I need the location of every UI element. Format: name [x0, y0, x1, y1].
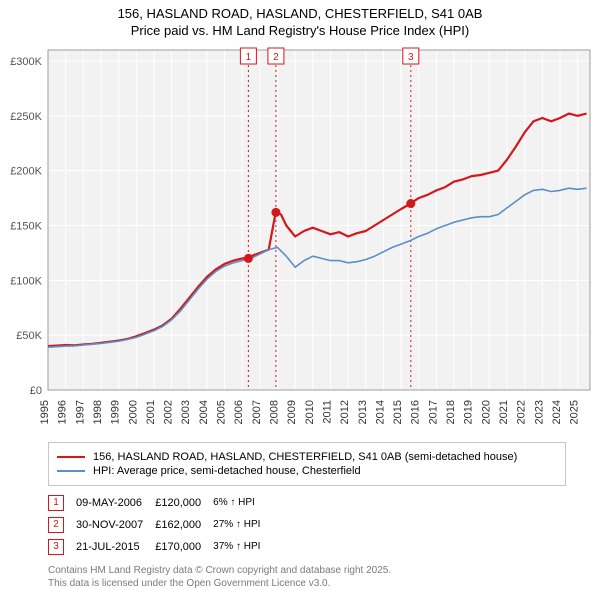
svg-text:2021: 2021	[498, 400, 510, 424]
marker-price: £162,000	[155, 514, 213, 536]
svg-text:1996: 1996	[57, 400, 69, 424]
marker-table: 1 09-MAY-2006£120,0006% ↑ HPI 2 30-NOV-2007…	[48, 492, 272, 558]
svg-text:2019: 2019	[463, 400, 475, 424]
svg-text:2020: 2020	[480, 400, 492, 424]
marker-pct: 6% ↑ HPI	[213, 492, 272, 514]
marker-pct: 37% ↑ HPI	[213, 536, 272, 558]
svg-text:2014: 2014	[374, 400, 386, 424]
svg-text:£150K: £150K	[10, 220, 42, 232]
svg-text:£200K: £200K	[10, 165, 42, 177]
svg-text:£100K: £100K	[10, 275, 42, 287]
svg-text:2007: 2007	[251, 400, 263, 424]
svg-text:2000: 2000	[127, 400, 139, 424]
chart-area: £0 £50K £100K £150K £200K £250K £300K 1995 1996 1…	[0, 40, 600, 440]
svg-text:£250K: £250K	[10, 111, 42, 123]
legend-row: 156, HASLAND ROAD, HASLAND, CHESTERFIELD…	[57, 451, 557, 463]
marker-badge: 2	[48, 517, 64, 533]
svg-text:2002: 2002	[163, 400, 175, 424]
legend-label: 156, HASLAND ROAD, HASLAND, CHESTERFIELD…	[93, 451, 517, 463]
legend-row: HPI: Average price, semi-detached house,…	[57, 465, 557, 477]
marker-date: 30-NOV-2007	[76, 514, 155, 536]
legend-swatch	[57, 470, 85, 472]
svg-text:2006: 2006	[233, 400, 245, 424]
svg-text:2001: 2001	[145, 400, 157, 424]
svg-text:2016: 2016	[410, 400, 422, 424]
marker-price: £170,000	[155, 536, 213, 558]
svg-text:2004: 2004	[198, 400, 210, 424]
marker-price: £120,000	[155, 492, 213, 514]
svg-text:1995: 1995	[39, 400, 51, 424]
svg-text:2025: 2025	[569, 400, 581, 424]
footnote-line1: Contains HM Land Registry data © Crown c…	[48, 564, 566, 577]
title-line2: Price paid vs. HM Land Registry's House …	[0, 23, 600, 40]
footnote: Contains HM Land Registry data © Crown c…	[48, 564, 566, 590]
marker-badge: 3	[48, 539, 64, 555]
svg-text:2010: 2010	[304, 400, 316, 424]
chart-svg: £0 £50K £100K £150K £200K £250K £300K 1995 1996 1…	[0, 40, 600, 440]
svg-text:1998: 1998	[92, 400, 104, 424]
marker-pct: 27% ↑ HPI	[213, 514, 272, 536]
marker-date: 09-MAY-2006	[76, 492, 155, 514]
svg-text:2008: 2008	[269, 400, 281, 424]
marker-row: 1 09-MAY-2006£120,0006% ↑ HPI	[48, 492, 272, 514]
svg-text:2023: 2023	[533, 400, 545, 424]
svg-text:£50K: £50K	[16, 330, 42, 342]
marker-row: 3 21-JUL-2015£170,00037% ↑ HPI	[48, 536, 272, 558]
marker-row: 2 30-NOV-2007£162,00027% ↑ HPI	[48, 514, 272, 536]
legend: 156, HASLAND ROAD, HASLAND, CHESTERFIELD…	[48, 442, 566, 486]
svg-text:2015: 2015	[392, 400, 404, 424]
svg-text:1999: 1999	[110, 400, 122, 424]
svg-text:2024: 2024	[551, 400, 563, 424]
svg-text:1997: 1997	[74, 400, 86, 424]
svg-text:2003: 2003	[180, 400, 192, 424]
svg-text:3: 3	[408, 52, 414, 63]
svg-text:2017: 2017	[427, 400, 439, 424]
legend-swatch	[57, 456, 85, 458]
svg-text:£300K: £300K	[10, 56, 42, 68]
svg-text:2: 2	[273, 52, 279, 63]
title-line1: 156, HASLAND ROAD, HASLAND, CHESTERFIELD…	[0, 6, 600, 23]
svg-text:2005: 2005	[216, 400, 228, 424]
svg-text:2011: 2011	[321, 400, 333, 424]
marker-badge: 1	[48, 495, 64, 511]
legend-label: HPI: Average price, semi-detached house,…	[93, 465, 361, 477]
footnote-line2: This data is licensed under the Open Gov…	[48, 577, 566, 590]
svg-text:2018: 2018	[445, 400, 457, 424]
chart-title: 156, HASLAND ROAD, HASLAND, CHESTERFIELD…	[0, 0, 600, 40]
svg-text:£0: £0	[30, 385, 42, 397]
svg-text:2009: 2009	[286, 400, 298, 424]
svg-text:2022: 2022	[516, 400, 528, 424]
svg-text:2012: 2012	[339, 400, 351, 424]
svg-text:2013: 2013	[357, 400, 369, 424]
svg-text:1: 1	[246, 52, 252, 63]
marker-date: 21-JUL-2015	[76, 536, 155, 558]
